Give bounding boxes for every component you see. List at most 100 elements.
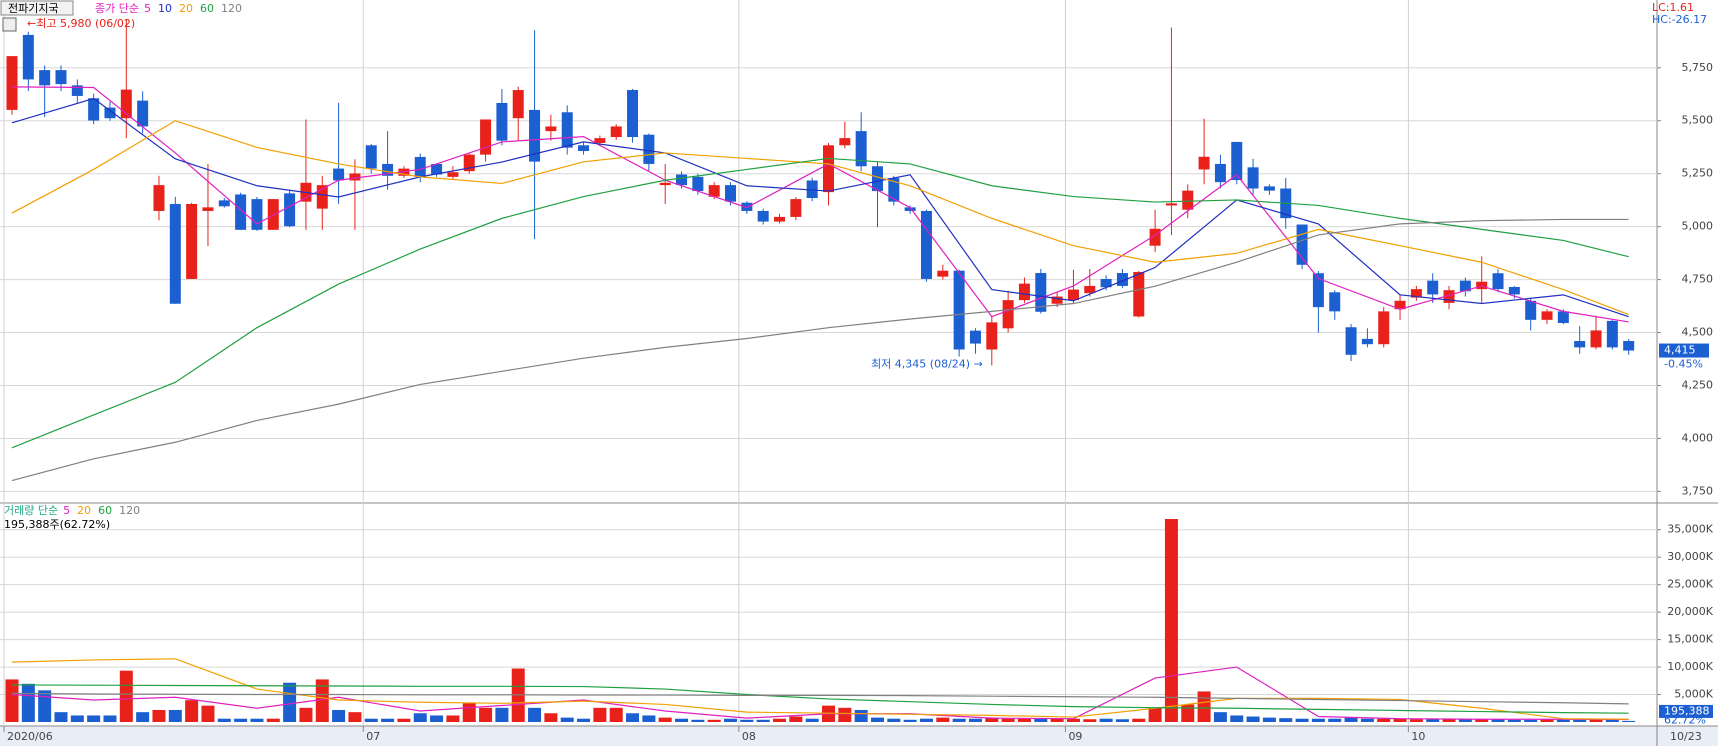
candle-body — [512, 90, 524, 119]
candle-body — [1361, 338, 1373, 345]
volume-bar — [381, 718, 395, 722]
candle-body — [969, 330, 981, 344]
candle-body — [1410, 289, 1422, 298]
volume-bar — [283, 682, 297, 722]
candle-body — [855, 131, 867, 167]
candle-body — [1051, 296, 1063, 304]
volume-bar — [87, 715, 101, 722]
candle-body — [774, 216, 786, 222]
candle-body — [757, 210, 769, 222]
candle-body — [920, 210, 932, 279]
candle-body — [676, 174, 688, 186]
volume-bar — [675, 718, 689, 722]
high-note: ←최고 5,980 (06/02) — [27, 17, 135, 30]
candle-body — [447, 172, 459, 177]
tool-button[interactable] — [0, 0, 74, 16]
candle-body — [1492, 273, 1504, 290]
grid-icon[interactable] — [2, 17, 17, 32]
volume-bar — [838, 707, 852, 722]
volume-bar — [152, 709, 166, 722]
ma-line — [11, 157, 1629, 449]
ma-line — [11, 120, 1629, 316]
volume-bar — [968, 718, 982, 722]
volume-bar — [1605, 719, 1619, 722]
volume-bar — [1050, 718, 1064, 722]
volume-bar — [1475, 719, 1489, 722]
candle-body — [871, 166, 883, 192]
volume-bar — [1083, 719, 1097, 722]
volume-bar — [919, 718, 933, 722]
candle-body — [169, 203, 181, 304]
volume-bar — [250, 718, 264, 722]
volume-bar — [1034, 718, 1048, 722]
x-end-label: 10/23 — [1670, 730, 1702, 743]
last-price-box — [1659, 343, 1709, 358]
last-price-label: 4,415 — [1664, 344, 1696, 357]
candle-body — [496, 102, 508, 141]
candle-body — [610, 126, 622, 138]
legend-entry: 60 — [200, 2, 214, 15]
volume-bar — [185, 700, 199, 722]
volume-bar — [168, 709, 182, 722]
y-tick-label: 35,000K — [1667, 523, 1713, 536]
candle-body — [1002, 300, 1014, 329]
volume-bar — [544, 713, 558, 722]
volume-bar — [1524, 719, 1538, 722]
tool-button-label[interactable]: 전파기지국 — [8, 2, 59, 15]
legend-entry: 20 — [179, 2, 193, 15]
legend-entry: 10 — [158, 2, 172, 15]
volume-bar — [1328, 718, 1342, 722]
candle-body — [251, 199, 263, 230]
volume-bar — [756, 719, 770, 722]
volume-bar — [413, 713, 427, 722]
ma-line — [11, 218, 1629, 482]
volume-bar — [1132, 718, 1146, 722]
ratio-label: 62.72% — [1664, 713, 1706, 726]
volume-bar — [54, 712, 68, 722]
low-note: 최저 4,345 (08/24) → — [871, 357, 983, 370]
volume-bar — [1589, 719, 1603, 722]
y-tick-label: 25,000K — [1667, 578, 1713, 591]
candle-body — [153, 185, 165, 211]
volume-bar — [887, 718, 901, 722]
candle-body — [1623, 341, 1635, 351]
volume-bar — [691, 719, 705, 722]
volume-bar — [1491, 719, 1505, 722]
volume-bar — [266, 718, 280, 722]
x-tick-label: 07 — [366, 730, 380, 743]
candle-body — [382, 163, 394, 176]
candle-body — [1067, 289, 1079, 301]
candle-body — [594, 138, 606, 143]
y-tick-label: 4,750 — [1682, 273, 1714, 286]
candle-body — [104, 107, 116, 119]
volume-bar — [1230, 715, 1244, 722]
candle-body — [202, 207, 214, 211]
volume-bar — [773, 718, 787, 722]
candle-body — [904, 207, 916, 211]
candle-body — [1165, 203, 1177, 206]
candle-body — [1459, 280, 1471, 292]
volume-bar — [789, 716, 803, 722]
volume-bar — [1279, 718, 1293, 722]
candle-body — [1508, 287, 1520, 295]
candle-body — [1541, 311, 1553, 320]
volume-legend-title: 거래량 단순 — [4, 504, 58, 517]
candle-body — [137, 100, 149, 127]
x-tick-label: 09 — [1068, 730, 1082, 743]
legend-entry: 5 — [63, 504, 70, 517]
candle-body — [120, 89, 132, 119]
candle-body — [529, 109, 541, 162]
candle-body — [1214, 163, 1226, 183]
candle-body — [1231, 141, 1243, 181]
candle-body — [1606, 320, 1618, 348]
candle-body — [55, 70, 67, 85]
volume-bar — [332, 709, 346, 722]
legend-entry: 60 — [98, 504, 112, 517]
candle-body — [839, 138, 851, 146]
volume-bar — [21, 683, 35, 722]
volume-bar — [577, 718, 591, 722]
volume-bar — [136, 712, 150, 722]
volume-bar — [1164, 519, 1178, 722]
candle-body — [414, 156, 426, 177]
volume-bar — [1115, 719, 1129, 722]
